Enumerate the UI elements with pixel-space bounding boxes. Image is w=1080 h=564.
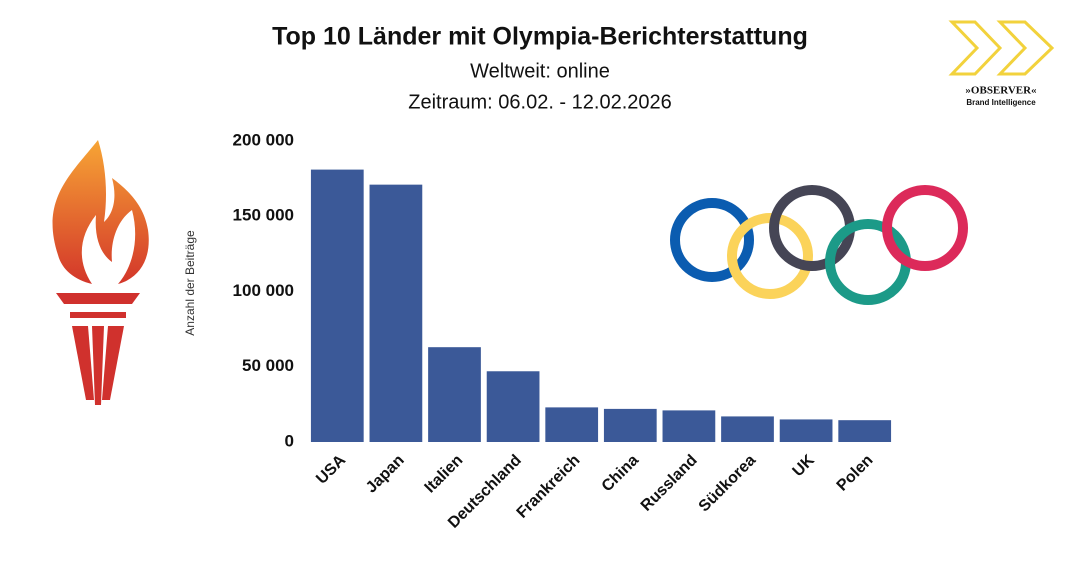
chart-title: Top 10 Länder mit Olympia-Berichterstatt… (272, 23, 808, 51)
x-tick-label: USA (313, 451, 349, 487)
x-tick-label: Italien (422, 452, 467, 497)
bar (603, 408, 657, 442)
y-axis-label: Anzahl der Beiträge (183, 230, 197, 336)
bar (662, 410, 716, 442)
y-tick-label: 0 (285, 431, 294, 450)
bar (779, 419, 833, 442)
x-tick-label: UK (790, 451, 819, 480)
x-tick-label: Südkorea (696, 452, 760, 516)
x-tick-label: Russland (638, 452, 701, 515)
bar (721, 416, 774, 442)
x-tick-label: Frankreich (514, 452, 584, 522)
y-tick-label: 100 000 (233, 281, 294, 300)
logo-name: »OBSERVER« (965, 85, 1037, 97)
olympic-rings (670, 185, 968, 305)
x-tick-label: Polen (834, 452, 877, 495)
y-tick-label: 150 000 (233, 206, 294, 225)
logo-tagline: Brand Intelligence (966, 98, 1036, 107)
x-tick-label: Japan (363, 452, 408, 497)
bar (838, 420, 892, 442)
bar (486, 371, 540, 442)
torch-icon (52, 140, 149, 405)
y-tick-label: 50 000 (242, 356, 294, 375)
bar (310, 169, 364, 442)
y-tick-label: 200 000 (233, 130, 294, 149)
chart-subtitle: Zeitraum: 06.02. - 12.02.2026 (408, 91, 672, 113)
bar (545, 407, 599, 442)
observer-logo: »OBSERVER« Brand Intelligence (948, 20, 1055, 107)
x-tick-label: China (599, 452, 643, 496)
chart-subtitle: Weltweit: online (470, 60, 610, 82)
bar (369, 184, 423, 442)
bar (428, 347, 481, 442)
